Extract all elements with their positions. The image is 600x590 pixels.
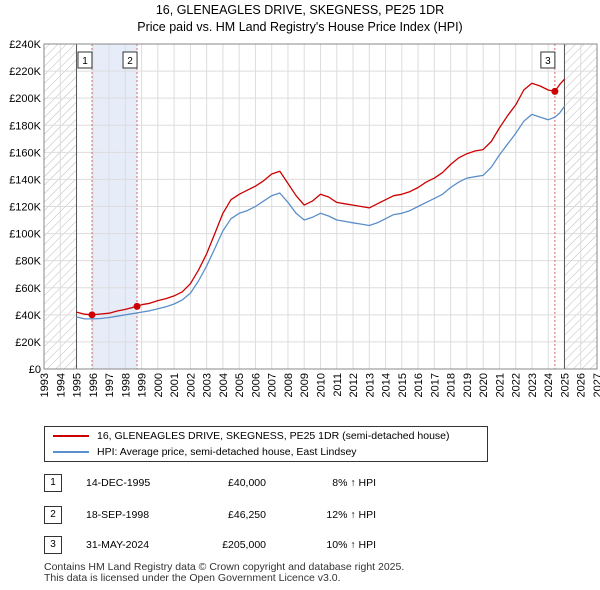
x-tick-label: 2015 xyxy=(397,373,409,397)
transaction-point xyxy=(133,302,141,310)
x-tick-label: 2013 xyxy=(364,373,376,397)
series-line-property xyxy=(76,78,565,316)
x-tick-label: 2027 xyxy=(592,373,600,397)
y-tick-label: £160K xyxy=(9,147,41,159)
y-tick-label: £180K xyxy=(9,120,41,132)
legend-label-hpi: HPI: Average price, semi-detached house,… xyxy=(97,446,357,458)
x-tick-label: 2014 xyxy=(381,373,393,397)
x-tick-label: 2026 xyxy=(576,373,588,397)
y-tick-label: £20K xyxy=(15,337,41,349)
y-tick-label: £0 xyxy=(29,364,41,376)
x-tick-label: 2023 xyxy=(527,373,539,397)
x-tick-label: 1994 xyxy=(55,373,67,397)
x-tick-label: 2008 xyxy=(283,373,295,397)
x-tick-label: 2024 xyxy=(543,373,555,397)
legend-label-property: 16, GLENEAGLES DRIVE, SKEGNESS, PE25 1DR… xyxy=(97,430,450,442)
y-tick-label: £120K xyxy=(9,202,41,214)
x-tick-label: 2016 xyxy=(413,373,425,397)
y-tick-label: £100K xyxy=(9,229,41,241)
transaction-date: 31-MAY-2024 xyxy=(86,539,150,551)
x-tick-label: 2001 xyxy=(169,373,181,397)
x-tick-label: 2020 xyxy=(478,373,490,397)
y-tick-label: £240K xyxy=(9,39,41,51)
x-tick-label: 2002 xyxy=(185,373,197,397)
x-tick-label: 2012 xyxy=(348,373,360,397)
transaction-hpi: 12% ↑ HPI xyxy=(326,509,376,521)
transaction-date: 14-DEC-1995 xyxy=(86,477,151,489)
y-tick-label: £200K xyxy=(9,93,41,105)
x-tick-label: 2004 xyxy=(218,373,230,397)
chart-subtitle: Price paid vs. HM Land Registry's House … xyxy=(137,20,463,34)
transaction-date: 18-SEP-1998 xyxy=(86,509,150,521)
x-tick-label: 2005 xyxy=(234,373,246,397)
x-tick-label: 1993 xyxy=(39,373,51,397)
x-tick-label: 2009 xyxy=(299,373,311,397)
y-tick-label: £220K xyxy=(9,66,41,78)
x-tick-label: 1996 xyxy=(88,373,100,397)
table-row: 3 31-MAY-2024 £205,000 10% ↑ HPI xyxy=(0,536,600,556)
legend-swatch-property xyxy=(53,435,89,438)
x-tick-label: 1998 xyxy=(120,373,132,397)
legend-item-hpi: HPI: Average price, semi-detached house,… xyxy=(53,444,357,460)
x-tick-label: 2011 xyxy=(332,373,344,397)
transaction-hpi: 8% ↑ HPI xyxy=(332,477,376,489)
legend: 16, GLENEAGLES DRIVE, SKEGNESS, PE25 1DR… xyxy=(44,426,488,462)
legend-item-property: 16, GLENEAGLES DRIVE, SKEGNESS, PE25 1DR… xyxy=(53,428,450,444)
transaction-price: £46,250 xyxy=(228,509,266,521)
chart-title: 16, GLENEAGLES DRIVE, SKEGNESS, PE25 1DR xyxy=(155,3,445,17)
transaction-label-box xyxy=(77,51,93,69)
x-tick-label: 2003 xyxy=(202,373,214,397)
table-row: 1 14-DEC-1995 £40,000 8% ↑ HPI xyxy=(0,474,600,494)
x-tick-label: 1999 xyxy=(137,373,149,397)
series-line-hpi xyxy=(76,105,566,320)
transaction-point xyxy=(88,311,96,319)
y-tick-label: £60K xyxy=(15,283,41,295)
transaction-badge: 2 xyxy=(44,506,62,524)
plot-frame xyxy=(43,43,598,370)
transaction-badge: 3 xyxy=(44,536,62,554)
y-tick-label: £140K xyxy=(9,174,41,186)
transaction-label-box xyxy=(540,51,556,69)
x-tick-label: 2019 xyxy=(462,373,474,397)
legend-swatch-hpi xyxy=(53,451,89,454)
transaction-label: 1 xyxy=(82,56,88,67)
x-tick-label: 2018 xyxy=(446,373,458,397)
x-tick-label: 2007 xyxy=(267,373,279,397)
footer-line-1: Contains HM Land Registry data © Crown c… xyxy=(44,561,405,573)
y-tick-label: £80K xyxy=(15,256,41,268)
x-tick-label: 2021 xyxy=(494,373,506,397)
transaction-price: £40,000 xyxy=(228,477,266,489)
transaction-label-box xyxy=(122,51,138,69)
price-chart: 1 2 3 £0 £20K £40K £60K £80K £100K £120K £140K £16… xyxy=(9,39,600,397)
table-row: 2 18-SEP-1998 £46,250 12% ↑ HPI xyxy=(0,506,600,526)
transaction-point xyxy=(551,87,559,95)
transaction-price: £205,000 xyxy=(222,539,266,551)
x-tick-label: 1995 xyxy=(72,373,84,397)
transaction-label: 3 xyxy=(545,56,551,67)
x-tick-label: 2006 xyxy=(250,373,262,397)
x-tick-label: 1997 xyxy=(104,373,116,397)
x-tick-label: 2025 xyxy=(559,373,571,397)
footer-line-2: This data is licensed under the Open Gov… xyxy=(44,572,341,584)
x-tick-label: 2000 xyxy=(153,373,165,397)
x-tick-label: 2010 xyxy=(316,373,328,397)
transaction-label: 2 xyxy=(127,56,133,67)
x-tick-label: 2022 xyxy=(511,373,523,397)
footer-attribution: Contains HM Land Registry data © Crown c… xyxy=(44,562,404,584)
transaction-badge: 1 xyxy=(44,474,62,492)
x-tick-label: 2017 xyxy=(429,373,441,397)
transaction-hpi: 10% ↑ HPI xyxy=(326,539,376,551)
y-tick-label: £40K xyxy=(15,310,41,322)
